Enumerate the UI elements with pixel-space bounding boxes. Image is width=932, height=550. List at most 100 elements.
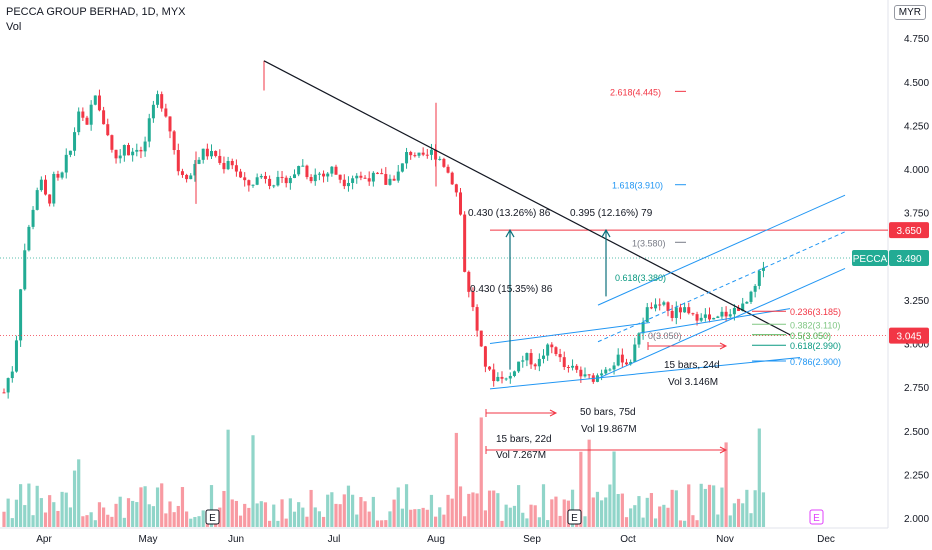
candle-body bbox=[317, 173, 321, 175]
measure-annotation: 0.430 (13.26%) 86 bbox=[468, 208, 551, 219]
volume-bar bbox=[438, 507, 442, 527]
volume-bar bbox=[168, 501, 172, 527]
volume-bar bbox=[396, 487, 400, 527]
candle-body bbox=[724, 311, 728, 317]
volume-indicator-label[interactable]: Vol bbox=[6, 21, 22, 33]
channel-lower-line-2[interactable] bbox=[597, 268, 846, 379]
candle-body bbox=[521, 360, 525, 362]
earnings-event-marker[interactable] bbox=[567, 509, 582, 525]
descending-trendline[interactable] bbox=[263, 60, 791, 336]
volume-bar bbox=[570, 489, 575, 527]
channel-upper-line-2[interactable] bbox=[597, 194, 846, 306]
candle-body bbox=[239, 171, 243, 178]
drawings[interactable]: 1.618(3.910) 2.618(4.445) 1(3.580) 0.618(3.… bbox=[0, 60, 888, 461]
candle-body bbox=[417, 152, 421, 156]
earnings-event-marker[interactable] bbox=[205, 509, 220, 525]
volume-bar bbox=[587, 439, 591, 527]
candle-body bbox=[562, 357, 566, 368]
volume-bar bbox=[558, 515, 562, 527]
candle-body bbox=[695, 314, 699, 321]
candle-body bbox=[127, 145, 130, 156]
volume-bar bbox=[68, 507, 72, 527]
volume-bar bbox=[608, 484, 612, 527]
channel-mid-line[interactable] bbox=[597, 231, 846, 343]
candle-body bbox=[218, 155, 222, 163]
volume-bar bbox=[135, 502, 139, 527]
channel-lower-line[interactable] bbox=[489, 356, 801, 390]
candle-body bbox=[388, 178, 392, 185]
candle-body bbox=[712, 317, 716, 320]
earnings-event-label: E bbox=[813, 513, 820, 524]
channel-line-3[interactable] bbox=[639, 308, 791, 334]
volume-bar bbox=[434, 516, 438, 527]
volume-bar bbox=[375, 520, 380, 527]
candle-body bbox=[546, 344, 550, 356]
volume-bar bbox=[620, 493, 624, 527]
candle-body bbox=[102, 110, 106, 125]
candle-body bbox=[492, 369, 496, 382]
volume-bar bbox=[409, 509, 413, 527]
candle-body bbox=[176, 150, 180, 172]
time-tick-label: Nov bbox=[716, 534, 734, 545]
candle-body bbox=[529, 353, 533, 365]
candle-body bbox=[288, 178, 292, 184]
volume-bar bbox=[525, 518, 529, 527]
volume-bar bbox=[728, 515, 732, 527]
candle-body bbox=[674, 307, 678, 318]
volume-bar bbox=[243, 503, 247, 527]
volume-bar bbox=[43, 512, 48, 527]
candle-body bbox=[376, 172, 379, 174]
candle-body bbox=[118, 155, 122, 159]
candle-body bbox=[633, 344, 637, 362]
volume-bar bbox=[417, 509, 421, 527]
volume-bar bbox=[392, 499, 396, 527]
symbol-badge bbox=[852, 249, 888, 266]
volume-bar bbox=[114, 503, 118, 527]
candle-body bbox=[346, 182, 350, 187]
price-badge bbox=[889, 222, 929, 239]
volume-bar bbox=[683, 520, 687, 527]
volume-bar bbox=[321, 516, 326, 527]
channel-upper-line-1[interactable] bbox=[489, 322, 651, 344]
candle-body bbox=[93, 95, 97, 105]
candle-body bbox=[400, 163, 404, 172]
volume-bar bbox=[645, 497, 649, 527]
candle-body bbox=[330, 166, 334, 174]
candle-body bbox=[301, 165, 305, 167]
candle-body bbox=[35, 190, 39, 210]
candle-body bbox=[496, 376, 500, 382]
candle-body bbox=[371, 172, 375, 182]
volume-bar bbox=[297, 502, 301, 527]
volume-bar bbox=[305, 516, 309, 527]
candle-body bbox=[147, 118, 151, 142]
candle-body bbox=[699, 317, 703, 321]
candle-body bbox=[2, 392, 6, 394]
candle-body bbox=[180, 171, 184, 175]
earnings-event-marker[interactable] bbox=[809, 509, 824, 525]
volume-bar bbox=[658, 506, 662, 527]
volume-bar bbox=[222, 490, 226, 527]
candle-body bbox=[56, 173, 60, 178]
currency-button[interactable]: MYR bbox=[893, 5, 926, 20]
time-axis[interactable]: Apr May Jun Jul Aug Sep Oct Nov Dec bbox=[36, 534, 835, 545]
volume-bar bbox=[102, 507, 106, 527]
date-range-arrow-3-head bbox=[719, 342, 728, 350]
candle-body bbox=[488, 366, 492, 370]
candle-body bbox=[625, 362, 628, 365]
volume-bar bbox=[176, 505, 180, 527]
volume-bar bbox=[757, 428, 761, 527]
volume-bar bbox=[259, 501, 263, 527]
price-axis[interactable]: 4.7504.5004.2504.0003.7503.5003.2503.000… bbox=[904, 34, 929, 525]
volume-bar bbox=[309, 489, 313, 527]
candle-body bbox=[143, 141, 147, 152]
candle-body bbox=[110, 135, 114, 150]
candle-body bbox=[741, 303, 745, 311]
volume-bar bbox=[251, 435, 255, 527]
volume-bar bbox=[284, 518, 288, 527]
candle-body bbox=[542, 355, 545, 359]
volume-bar bbox=[255, 503, 259, 527]
volume-bar bbox=[359, 497, 363, 527]
candle-body bbox=[512, 371, 516, 376]
